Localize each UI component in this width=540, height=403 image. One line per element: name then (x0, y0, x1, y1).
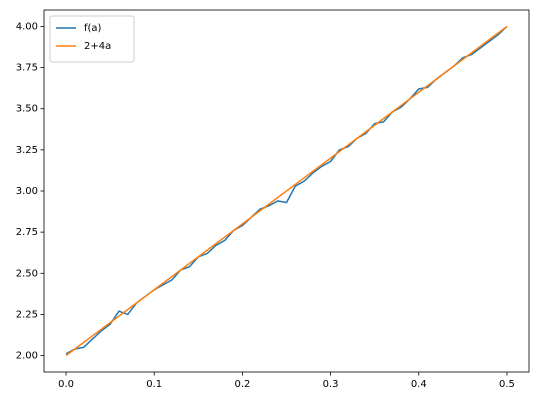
y-tick-label: 2.00 (16, 351, 38, 362)
x-tick-label: 0.0 (58, 379, 74, 390)
y-tick-label: 2.50 (16, 268, 38, 279)
legend-label: 2+4a (84, 41, 111, 52)
y-tick-label: 3.25 (16, 145, 38, 156)
y-tick-label: 4.00 (16, 21, 38, 32)
y-tick-label: 3.00 (16, 186, 38, 197)
legend-label: f(a) (84, 23, 102, 34)
y-tick-label: 3.50 (16, 104, 38, 115)
y-tick-label: 3.75 (16, 63, 38, 74)
plot-frame (43, 9, 530, 373)
x-tick-label: 0.1 (146, 379, 162, 390)
x-tick-label: 0.2 (234, 379, 250, 390)
x-tick-label: 0.5 (499, 379, 515, 390)
y-tick-label: 2.25 (16, 309, 38, 320)
series-line (65, 25, 508, 357)
y-tick-label: 2.75 (16, 227, 38, 238)
x-tick-label: 0.4 (411, 379, 427, 390)
x-tick-label: 0.3 (323, 379, 339, 390)
